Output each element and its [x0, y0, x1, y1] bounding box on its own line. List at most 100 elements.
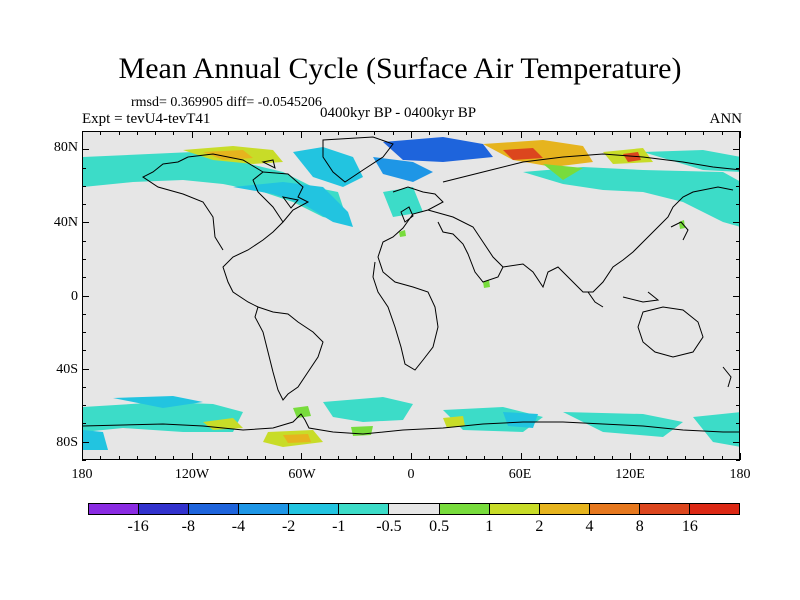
- lon-tick: [246, 456, 248, 460]
- lat-tick: [82, 332, 86, 334]
- lat-tick: [733, 149, 740, 151]
- lon-tick: [301, 131, 303, 138]
- lat-tick: [82, 277, 86, 279]
- lon-tick: [209, 131, 211, 135]
- lon-tick: [557, 131, 559, 135]
- lon-tick: [575, 131, 577, 135]
- colorbar-label: -2: [281, 518, 296, 535]
- lat-tick: [736, 167, 740, 169]
- lon-tick: [630, 131, 632, 138]
- lon-tick: [411, 453, 412, 460]
- lon-tick: [337, 456, 339, 460]
- lat-tick: [736, 240, 740, 242]
- lon-tick: [118, 456, 120, 460]
- lon-tick: [82, 131, 83, 138]
- lon-tick: [484, 456, 486, 460]
- lon-tick: [447, 131, 449, 135]
- colorbar-label: -4: [231, 518, 246, 535]
- colorbar-label: -8: [181, 518, 195, 535]
- lon-tick: [666, 456, 668, 460]
- colorbar: [88, 503, 740, 515]
- lon-tick: [648, 456, 650, 460]
- lon-tick: [374, 456, 376, 460]
- lon-tick: [228, 456, 230, 460]
- lat-tick: [82, 386, 86, 388]
- coastlines: [83, 136, 739, 435]
- lon-tick: [118, 131, 120, 135]
- lon-tick: [593, 456, 595, 460]
- lat-tick: [736, 258, 740, 260]
- colorbar-label: 8: [635, 518, 644, 535]
- lon-tick: [685, 456, 687, 460]
- lon-tick: [264, 131, 266, 135]
- lat-tick: [736, 405, 740, 407]
- cool-anomaly-fills: [83, 137, 739, 450]
- colorbar-label: -1: [332, 518, 346, 535]
- lon-tick: [703, 131, 705, 135]
- lon-label: 120W: [174, 467, 210, 482]
- colorbar-label: 16: [681, 518, 698, 535]
- lon-tick: [593, 131, 595, 135]
- lon-tick: [246, 131, 248, 135]
- lon-tick: [520, 453, 522, 460]
- lon-tick: [502, 131, 504, 135]
- lon-tick: [155, 131, 157, 135]
- lat-tick: [736, 350, 740, 352]
- colorbar-swatch: [439, 504, 490, 514]
- lon-tick: [82, 453, 83, 460]
- lon-label: 180: [729, 467, 751, 482]
- colorbar-label: 2: [535, 518, 544, 535]
- lat-label: 80S: [56, 435, 78, 450]
- lat-tick: [82, 258, 86, 260]
- lon-tick: [100, 456, 102, 460]
- colorbar-swatch: [189, 504, 240, 514]
- lon-tick: [721, 131, 723, 135]
- lon-tick: [191, 131, 193, 138]
- lat-tick: [82, 368, 89, 370]
- lon-label: 60W: [288, 467, 316, 482]
- lon-tick: [630, 453, 632, 460]
- lat-tick: [736, 185, 740, 187]
- lon-tick: [447, 456, 449, 460]
- lon-tick: [392, 131, 394, 135]
- lat-tick: [733, 441, 740, 443]
- colorbar-swatch: [689, 504, 740, 514]
- lon-tick: [173, 131, 175, 135]
- colorbar-swatch: [389, 504, 440, 514]
- lat-tick: [736, 460, 740, 461]
- map-panel: [82, 131, 740, 460]
- lon-tick: [612, 131, 614, 135]
- lon-tick: [520, 131, 522, 138]
- lon-tick: [283, 131, 285, 135]
- lat-tick: [82, 313, 86, 315]
- lon-tick: [319, 456, 321, 460]
- lon-tick: [575, 456, 577, 460]
- lon-tick: [136, 456, 138, 460]
- lon-tick: [538, 131, 540, 135]
- lon-tick: [703, 456, 705, 460]
- lon-tick: [337, 131, 339, 135]
- lon-tick: [155, 456, 157, 460]
- lat-label: 80N: [53, 140, 78, 155]
- period-label: 0400kyr BP - 0400kyr BP: [320, 105, 477, 121]
- lat-tick: [82, 295, 89, 297]
- lon-label: 60E: [508, 467, 532, 482]
- lat-tick: [736, 204, 740, 206]
- lat-label: 40N: [53, 215, 78, 230]
- lon-tick: [502, 456, 504, 460]
- colorbar-swatch: [139, 504, 190, 514]
- colorbar-label: -16: [127, 518, 149, 535]
- lon-tick: [685, 131, 687, 135]
- colorbar-swatch: [289, 504, 340, 514]
- lon-tick: [740, 453, 741, 460]
- lat-tick: [736, 313, 740, 315]
- lon-tick: [136, 131, 138, 135]
- world-map: [83, 136, 739, 450]
- lon-tick: [648, 131, 650, 135]
- lon-tick: [209, 456, 211, 460]
- lon-tick: [319, 131, 321, 135]
- lat-label: 40S: [56, 362, 78, 377]
- lon-label: 180: [71, 467, 93, 482]
- lat-tick: [82, 460, 86, 461]
- colorbar-swatch: [239, 504, 290, 514]
